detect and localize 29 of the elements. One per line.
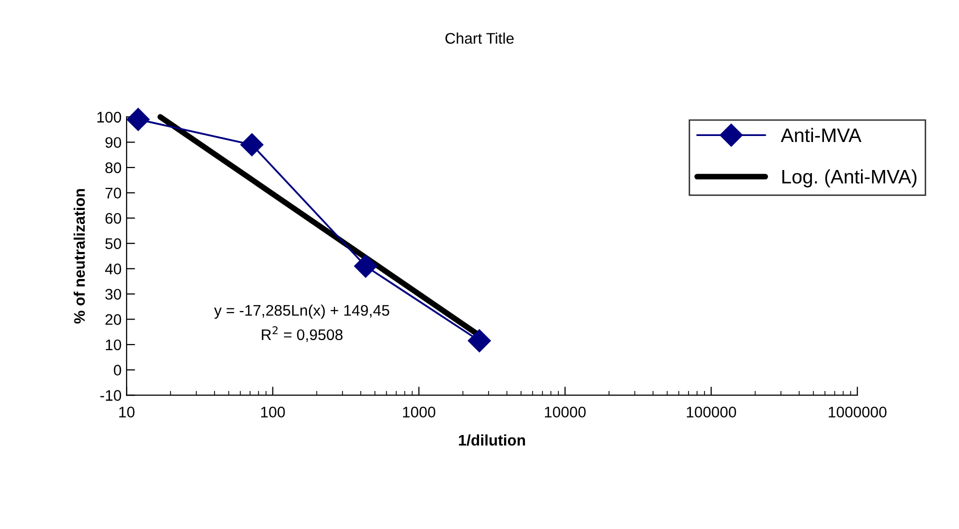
y-tick-label: 60 [106, 212, 122, 224]
y-tick-label: -10 [100, 390, 122, 401]
legend-label: Log. (Anti-MVA) [782, 169, 916, 188]
x-tick-label: 10000 [544, 406, 586, 418]
x-tick-label: 100000 [686, 406, 736, 418]
point [354, 254, 378, 278]
y-tick-label: 0 [114, 364, 122, 376]
annotation: R$^{2}$ = 0,9508 [262, 326, 343, 342]
y-tick-label: 40 [105, 264, 122, 274]
x-tick-label: 100 [261, 406, 285, 418]
y-tick-label: 90 [105, 137, 122, 148]
y-tick-label: 30 [105, 288, 122, 300]
y-tick-label: 70 [106, 188, 122, 198]
y-tick-label: 100 [97, 112, 122, 123]
y-tick-label: 10 [106, 339, 122, 350]
x-tick-label: 1000000 [828, 406, 886, 418]
legend-label: Anti-MVA [780, 128, 862, 142]
y-axis-title: % of neutralization [74, 189, 85, 324]
x-tick-label: 1000 [403, 406, 436, 418]
y-tick-label: 50 [105, 238, 122, 250]
point [240, 133, 264, 156]
x-tick-label: 10 [119, 406, 134, 418]
y-tick-label: 20 [106, 314, 122, 325]
x-axis-title: 1/dilution [458, 434, 525, 446]
chart-title: Chart Title [445, 32, 514, 44]
y-tick-label: 80 [105, 162, 122, 174]
annotation: y = -17,285Ln(x) + 149,45 [214, 304, 390, 319]
point [126, 108, 150, 131]
point [468, 329, 491, 352]
